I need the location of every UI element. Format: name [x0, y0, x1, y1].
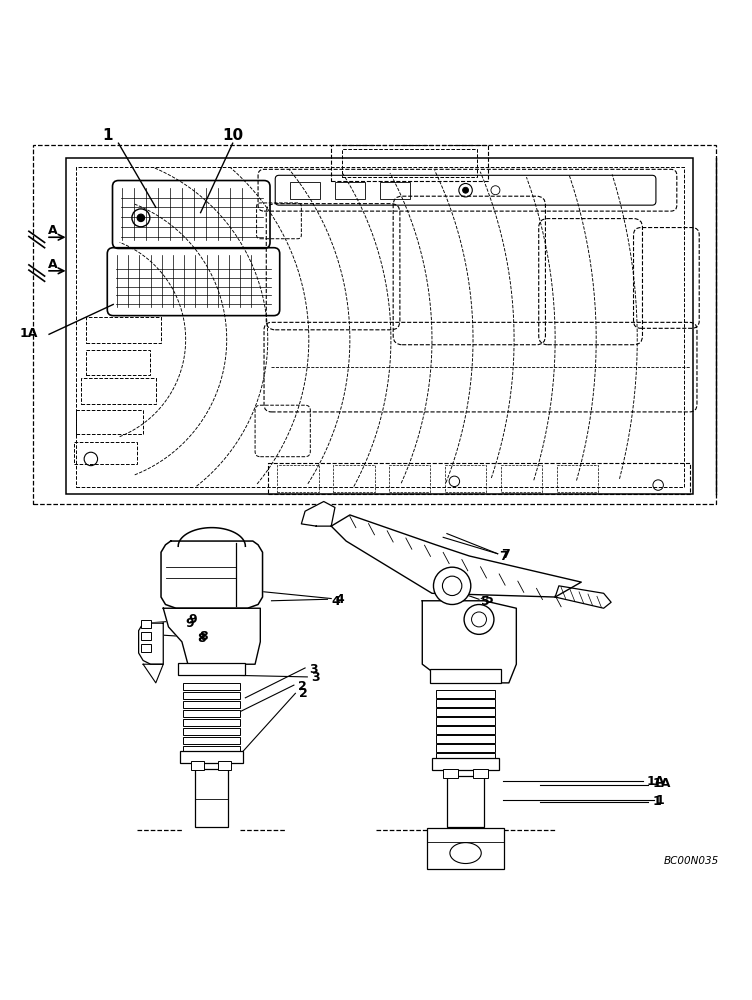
Bar — [443, 769, 458, 778]
Bar — [141, 632, 150, 640]
Bar — [191, 761, 205, 770]
Circle shape — [442, 576, 462, 596]
Bar — [333, 465, 374, 492]
Polygon shape — [302, 501, 335, 526]
Text: 3: 3 — [311, 671, 320, 684]
Bar — [342, 149, 477, 177]
Bar — [183, 728, 240, 735]
Text: 1A: 1A — [20, 327, 38, 340]
Bar — [183, 719, 240, 726]
Bar — [390, 465, 430, 492]
Text: 1A: 1A — [646, 775, 665, 788]
Bar — [277, 465, 319, 492]
Bar — [86, 317, 161, 343]
Text: 8: 8 — [199, 630, 208, 643]
Bar — [76, 410, 143, 434]
Bar — [32, 145, 716, 504]
Bar — [86, 350, 150, 375]
Bar — [447, 776, 484, 827]
Bar — [81, 378, 156, 404]
Text: 3: 3 — [309, 663, 317, 676]
Text: 8: 8 — [197, 632, 205, 645]
Bar — [502, 465, 542, 492]
Bar — [268, 463, 690, 494]
Circle shape — [433, 567, 471, 605]
Bar — [74, 442, 137, 464]
Bar — [183, 692, 240, 699]
Bar — [290, 182, 320, 199]
Bar — [76, 167, 684, 487]
Bar — [435, 717, 496, 725]
Text: 1: 1 — [102, 128, 113, 143]
Bar — [435, 726, 496, 734]
Polygon shape — [331, 515, 581, 597]
Text: 1: 1 — [652, 795, 661, 808]
Circle shape — [137, 214, 144, 222]
Text: 2: 2 — [299, 687, 308, 700]
Text: A: A — [47, 224, 57, 237]
Bar — [435, 735, 496, 743]
Bar — [331, 145, 488, 181]
Text: 6: 6 — [492, 576, 500, 589]
Bar — [218, 761, 231, 770]
Bar — [66, 158, 693, 494]
Bar — [180, 751, 243, 763]
Bar — [141, 620, 150, 628]
Text: 7: 7 — [499, 550, 508, 563]
Circle shape — [472, 612, 487, 627]
Polygon shape — [163, 608, 260, 664]
Bar — [183, 701, 240, 708]
Text: A: A — [47, 258, 57, 271]
Bar — [435, 753, 496, 761]
Bar — [429, 669, 502, 683]
Text: 9: 9 — [186, 617, 194, 630]
Bar — [335, 182, 365, 199]
Bar — [183, 683, 240, 690]
Text: 4: 4 — [331, 595, 340, 608]
Bar — [183, 746, 240, 753]
Bar — [178, 663, 245, 675]
Bar — [435, 708, 496, 716]
Polygon shape — [161, 541, 262, 608]
Text: 5: 5 — [481, 595, 490, 608]
Polygon shape — [423, 601, 517, 683]
Text: 9: 9 — [188, 613, 196, 626]
Text: 2: 2 — [298, 680, 306, 693]
Bar — [473, 769, 488, 778]
Text: BC00N035: BC00N035 — [664, 856, 720, 866]
Bar — [445, 465, 487, 492]
Text: 6: 6 — [496, 574, 504, 587]
Text: 10: 10 — [222, 128, 243, 143]
Bar — [435, 690, 496, 698]
Bar — [557, 465, 599, 492]
Text: 1A: 1A — [652, 777, 671, 790]
Bar — [183, 737, 240, 744]
Text: 4: 4 — [335, 593, 344, 606]
Bar — [435, 744, 496, 752]
Bar — [435, 699, 496, 707]
Circle shape — [464, 605, 494, 634]
Text: 7: 7 — [502, 548, 510, 561]
Bar — [432, 758, 499, 770]
Polygon shape — [143, 664, 163, 683]
Bar — [380, 182, 410, 199]
Polygon shape — [138, 623, 163, 664]
Text: 1: 1 — [656, 794, 665, 807]
Bar — [426, 828, 505, 869]
Bar — [196, 769, 228, 827]
Polygon shape — [555, 586, 611, 608]
Circle shape — [462, 187, 468, 193]
Text: 5: 5 — [485, 593, 494, 606]
Bar — [141, 644, 150, 652]
Bar — [183, 710, 240, 717]
